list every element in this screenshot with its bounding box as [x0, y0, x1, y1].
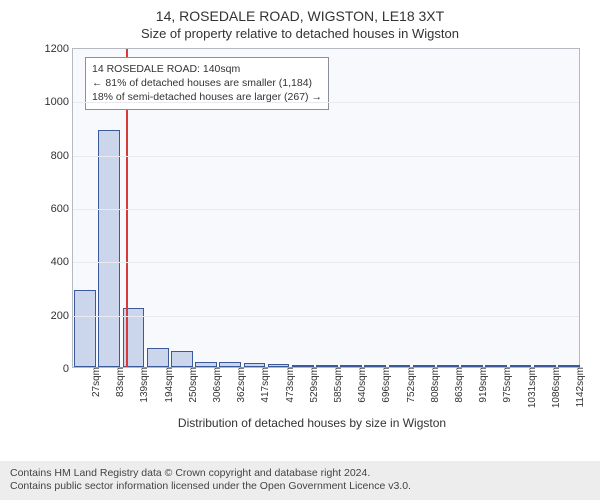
x-tick-label: 194sqm — [162, 367, 175, 403]
x-tick-label: 27sqm — [89, 367, 102, 397]
x-tick-label: 696sqm — [379, 367, 392, 403]
y-tick-label: 1200 — [45, 43, 73, 55]
bar — [147, 348, 169, 367]
x-tick-label: 1086sqm — [549, 367, 562, 408]
chart-plot-area: 14 ROSEDALE ROAD: 140sqm ← 81% of detach… — [72, 48, 580, 368]
x-tick-label: 250sqm — [186, 367, 199, 403]
bar — [171, 351, 193, 367]
x-tick-label: 83sqm — [113, 367, 126, 397]
y-tick-label: 200 — [51, 310, 73, 322]
x-tick-label: 306sqm — [210, 367, 223, 403]
y-tick-label: 400 — [51, 256, 73, 268]
footer: Contains HM Land Registry data © Crown c… — [0, 461, 600, 500]
x-tick-label: 919sqm — [476, 367, 489, 403]
x-tick-label: 975sqm — [500, 367, 513, 403]
x-tick-label: 139sqm — [137, 367, 150, 403]
x-axis-label: Distribution of detached houses by size … — [44, 416, 580, 430]
gridline-h — [73, 262, 579, 263]
x-tick-label: 529sqm — [307, 367, 320, 403]
x-tick-label: 417sqm — [258, 367, 271, 403]
callout-line-1: 14 ROSEDALE ROAD: 140sqm — [92, 62, 322, 76]
page-subtitle: Size of property relative to detached ho… — [0, 24, 600, 41]
gridline-h — [73, 156, 579, 157]
footer-line-2: Contains public sector information licen… — [10, 480, 590, 494]
bar — [74, 290, 96, 367]
x-tick-label: 585sqm — [331, 367, 344, 403]
y-tick-label: 600 — [51, 203, 73, 215]
footer-line-1: Contains HM Land Registry data © Crown c… — [10, 467, 590, 481]
page-title: 14, ROSEDALE ROAD, WIGSTON, LE18 3XT — [0, 0, 600, 24]
bar — [98, 130, 120, 367]
x-tick-label: 863sqm — [452, 367, 465, 403]
gridline-h — [73, 316, 579, 317]
x-tick-label: 640sqm — [355, 367, 368, 403]
x-tick-label: 808sqm — [428, 367, 441, 403]
callout-line-2: ← 81% of detached houses are smaller (1,… — [92, 76, 322, 90]
y-tick-label: 1000 — [45, 96, 73, 108]
x-tick-label: 473sqm — [283, 367, 296, 403]
x-tick-label: 362sqm — [234, 367, 247, 403]
x-tick-label: 752sqm — [404, 367, 417, 403]
gridline-h — [73, 102, 579, 103]
chart-container: Number of detached properties 14 ROSEDAL… — [44, 48, 580, 412]
gridline-h — [73, 209, 579, 210]
y-tick-label: 0 — [63, 363, 73, 375]
x-tick-label: 1142sqm — [573, 367, 586, 407]
y-tick-label: 800 — [51, 150, 73, 162]
x-tick-label: 1031sqm — [525, 367, 538, 408]
